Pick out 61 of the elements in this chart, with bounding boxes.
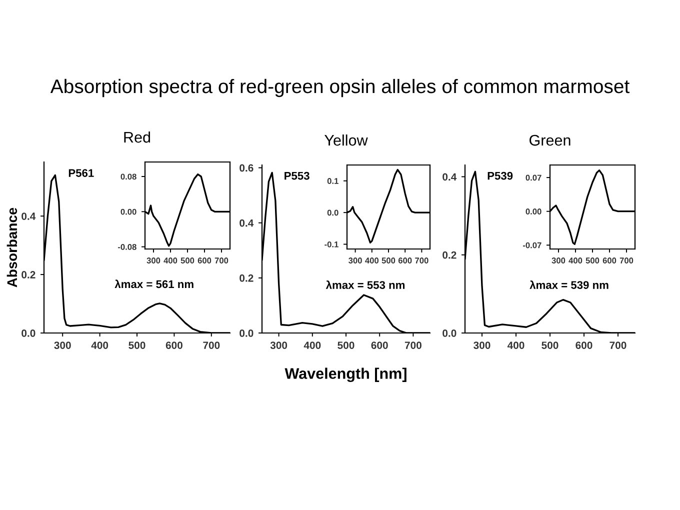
x-tick-label: 300 bbox=[270, 342, 288, 349]
x-tick-label: 700 bbox=[404, 342, 422, 349]
y-tick-label: 0.0 bbox=[327, 210, 338, 216]
annotation: P561 bbox=[68, 169, 94, 177]
x-tick-label: 700 bbox=[214, 258, 228, 264]
annotation: λmax = 553 nm bbox=[326, 280, 405, 289]
y-tick-label: 0.08 bbox=[120, 174, 136, 180]
y-tick-label: 0.07 bbox=[526, 174, 542, 181]
text: Absorption spectra of red-green opsin alleles of common marmoset bbox=[50, 78, 630, 98]
x-tick-label: 300 bbox=[54, 342, 71, 349]
x-tick-label: 400 bbox=[507, 342, 524, 349]
y-tick-label: 0.2 bbox=[22, 271, 36, 278]
x-tick-label: 700 bbox=[415, 258, 428, 264]
x-tick-label: 700 bbox=[203, 342, 220, 349]
y-tick-label: -0.1 bbox=[324, 241, 338, 248]
y-tick-label: 0.00 bbox=[526, 208, 542, 214]
y-tick-label: 0.0 bbox=[240, 330, 254, 337]
x-tick-label: 400 bbox=[568, 258, 582, 264]
x-tick-label: 600 bbox=[602, 258, 616, 264]
y-tick-label: -0.07 bbox=[523, 242, 542, 248]
x-tick-label: 500 bbox=[338, 342, 354, 349]
x-axis-title: Wavelength [nm] bbox=[284, 368, 406, 382]
x-tick-label: 500 bbox=[542, 342, 558, 349]
x-tick-label: 500 bbox=[586, 258, 600, 264]
x-tick-label: 300 bbox=[146, 258, 160, 264]
annotation: λmax = 561 nm bbox=[114, 280, 194, 288]
x-tick-label: 700 bbox=[610, 342, 626, 349]
x-tick-label: 600 bbox=[371, 342, 388, 349]
annotation: P539 bbox=[488, 172, 513, 180]
chart-title: Red bbox=[124, 131, 150, 143]
y-tick-label: 0.0 bbox=[442, 330, 456, 337]
y-tick-label: -0.08 bbox=[118, 244, 136, 250]
chart-title: Green bbox=[530, 134, 570, 146]
y-tick-label: 0.2 bbox=[442, 251, 456, 259]
chart-title: Yellow bbox=[324, 134, 368, 146]
x-tick-label: 600 bbox=[198, 258, 212, 264]
x-tick-label: 700 bbox=[620, 258, 634, 264]
x-tick-label: 600 bbox=[166, 342, 182, 349]
annotation: P553 bbox=[284, 172, 310, 180]
x-tick-label: 300 bbox=[552, 258, 566, 264]
x-tick-label: 400 bbox=[91, 342, 108, 349]
x-tick-label: 500 bbox=[382, 258, 396, 264]
y-tick-label: 0.6 bbox=[240, 164, 254, 172]
x-tick-label: 500 bbox=[180, 258, 194, 264]
x-tick-label: 400 bbox=[164, 258, 178, 264]
x-tick-label: 400 bbox=[365, 258, 379, 264]
x-tick-label: 300 bbox=[348, 258, 362, 264]
y-tick-label: 0.2 bbox=[240, 274, 254, 282]
x-tick-label: 500 bbox=[128, 342, 146, 349]
x-tick-label: 400 bbox=[304, 342, 321, 349]
y-tick-label: 0.4 bbox=[240, 219, 254, 227]
y-tick-label: 0.4 bbox=[442, 173, 457, 181]
x-tick-label: 300 bbox=[474, 342, 490, 349]
y-tick-label: 0.4 bbox=[22, 212, 36, 220]
annotation: λmax = 539 nm bbox=[530, 280, 608, 289]
y-tick-label: 0.1 bbox=[327, 178, 338, 184]
y-tick-label: 0.00 bbox=[120, 208, 136, 215]
x-tick-label: 600 bbox=[576, 342, 592, 349]
x-tick-label: 600 bbox=[398, 258, 412, 264]
y-tick-label: 0.0 bbox=[22, 330, 36, 337]
y-axis-title: Absorbance bbox=[6, 208, 18, 288]
